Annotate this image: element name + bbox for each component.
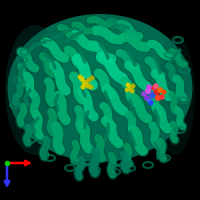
Circle shape [145, 96, 149, 100]
Circle shape [154, 84, 158, 88]
Circle shape [147, 85, 151, 89]
Circle shape [160, 95, 164, 99]
Circle shape [149, 92, 155, 98]
Circle shape [162, 90, 166, 94]
Circle shape [128, 86, 132, 90]
Circle shape [142, 92, 146, 96]
Ellipse shape [40, 30, 160, 90]
Circle shape [89, 85, 93, 89]
Circle shape [146, 89, 150, 93]
Circle shape [148, 99, 152, 103]
Ellipse shape [155, 35, 195, 155]
Circle shape [149, 101, 153, 105]
Circle shape [78, 75, 82, 79]
Circle shape [126, 83, 130, 87]
Circle shape [86, 84, 90, 88]
Circle shape [131, 84, 135, 88]
Circle shape [81, 85, 85, 89]
Circle shape [152, 86, 156, 90]
Circle shape [87, 78, 91, 82]
Circle shape [80, 77, 84, 81]
Circle shape [125, 88, 129, 92]
Circle shape [90, 76, 94, 80]
Ellipse shape [8, 14, 192, 162]
Circle shape [154, 90, 160, 95]
Circle shape [156, 96, 160, 100]
Ellipse shape [5, 25, 65, 155]
Circle shape [130, 89, 134, 93]
Circle shape [83, 80, 88, 86]
Circle shape [158, 88, 162, 92]
